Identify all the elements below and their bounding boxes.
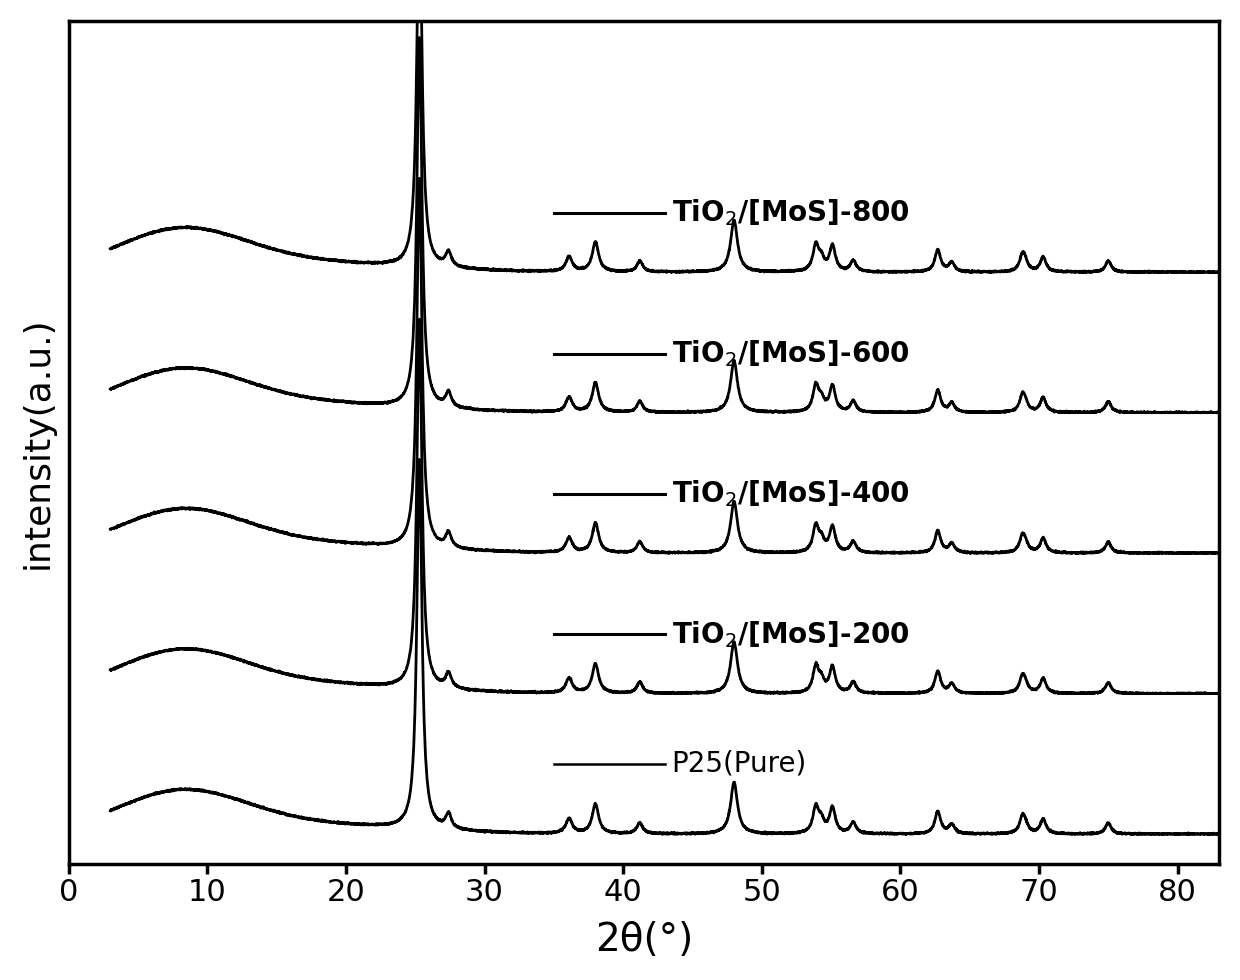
Text: P25(Pure): P25(Pure)	[672, 750, 807, 778]
Text: TiO$_2$/[MoS]-200: TiO$_2$/[MoS]-200	[672, 619, 909, 650]
Text: TiO$_2$/[MoS]-800: TiO$_2$/[MoS]-800	[672, 198, 909, 228]
Text: TiO$_2$/[MoS]-600: TiO$_2$/[MoS]-600	[672, 338, 909, 368]
Text: TiO$_2$/[MoS]-400: TiO$_2$/[MoS]-400	[672, 478, 909, 510]
X-axis label: 2θ(°): 2θ(°)	[595, 921, 693, 959]
Y-axis label: intensity(a.u.): intensity(a.u.)	[21, 316, 55, 568]
